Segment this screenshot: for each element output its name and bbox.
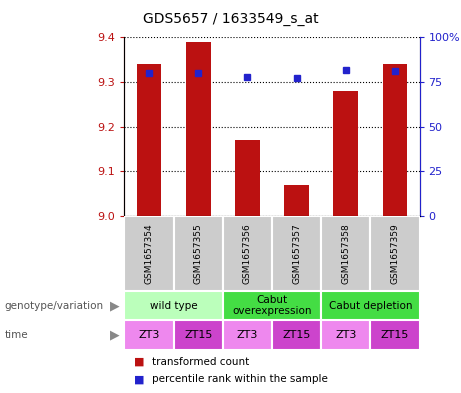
Bar xyxy=(137,64,161,216)
Bar xyxy=(333,91,358,216)
Text: wild type: wild type xyxy=(150,301,197,310)
Bar xyxy=(124,291,223,320)
Text: ▶: ▶ xyxy=(111,299,120,312)
Text: genotype/variation: genotype/variation xyxy=(5,301,104,310)
Bar xyxy=(223,320,272,350)
Text: ZT15: ZT15 xyxy=(381,330,409,340)
Bar xyxy=(321,291,420,320)
Bar xyxy=(223,291,321,320)
Bar xyxy=(370,216,420,291)
Text: GSM1657355: GSM1657355 xyxy=(194,223,203,284)
Text: GSM1657357: GSM1657357 xyxy=(292,223,301,284)
Bar xyxy=(186,42,211,216)
Text: ■: ■ xyxy=(134,356,144,367)
Text: ZT15: ZT15 xyxy=(184,330,213,340)
Bar xyxy=(174,216,223,291)
Text: Cabut depletion: Cabut depletion xyxy=(329,301,412,310)
Text: ▶: ▶ xyxy=(111,329,120,342)
Text: ZT3: ZT3 xyxy=(236,330,258,340)
Bar xyxy=(124,320,174,350)
Bar xyxy=(272,216,321,291)
Bar xyxy=(284,185,309,216)
Text: GSM1657356: GSM1657356 xyxy=(243,223,252,284)
Bar xyxy=(124,216,174,291)
Text: GSM1657359: GSM1657359 xyxy=(390,223,399,284)
Text: Cabut
overexpression: Cabut overexpression xyxy=(232,295,312,316)
Text: GDS5657 / 1633549_s_at: GDS5657 / 1633549_s_at xyxy=(143,11,318,26)
Text: ZT3: ZT3 xyxy=(335,330,356,340)
Bar xyxy=(370,320,420,350)
Bar xyxy=(223,216,272,291)
Bar xyxy=(174,320,223,350)
Text: GSM1657354: GSM1657354 xyxy=(145,223,154,284)
Bar xyxy=(321,216,370,291)
Text: ■: ■ xyxy=(134,374,144,384)
Bar xyxy=(383,64,407,216)
Text: ZT15: ZT15 xyxy=(283,330,311,340)
Text: transformed count: transformed count xyxy=(152,356,249,367)
Bar xyxy=(321,320,370,350)
Text: ZT3: ZT3 xyxy=(138,330,160,340)
Bar xyxy=(235,140,260,216)
Bar xyxy=(272,320,321,350)
Text: GSM1657358: GSM1657358 xyxy=(341,223,350,284)
Text: time: time xyxy=(5,330,28,340)
Text: percentile rank within the sample: percentile rank within the sample xyxy=(152,374,328,384)
